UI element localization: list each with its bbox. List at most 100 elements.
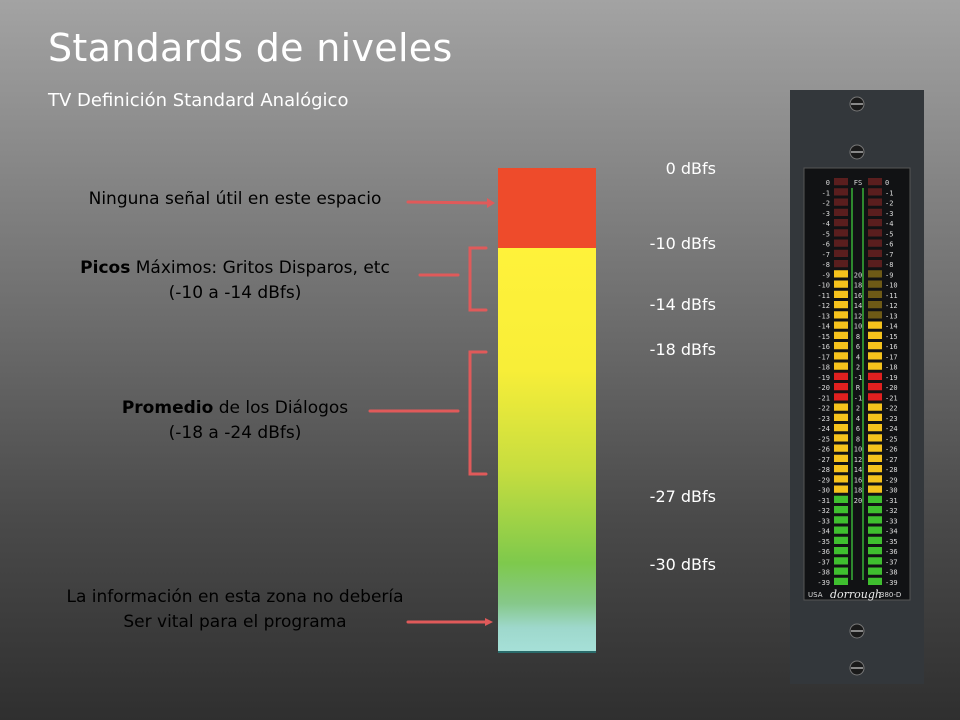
meter-left-tick: -31 xyxy=(817,497,830,505)
meter-center-tick: 12 xyxy=(854,456,862,464)
meter-left-tick: -36 xyxy=(817,548,830,556)
meter-right-segment xyxy=(868,270,882,278)
meter-center-tick: 18 xyxy=(854,487,862,495)
meter-right-tick: -31 xyxy=(885,497,898,505)
meter-left-tick: -17 xyxy=(817,353,830,361)
meter-left-tick: -15 xyxy=(817,333,830,341)
db-label-14: -14 dBfs xyxy=(649,295,716,314)
meter-right-segment xyxy=(868,331,882,339)
meter-right-tick: -24 xyxy=(885,425,898,433)
page-title: Standards de niveles xyxy=(48,26,453,70)
meter-left-tick: -2 xyxy=(822,200,830,208)
meter-left-tick: -37 xyxy=(817,558,830,566)
meter-right-tick: -26 xyxy=(885,446,898,454)
meter-scale-text: 0 0 FS -1 -1 -2 -2 -3 -3 -4 -4 -5 -5 -6 -6 -7 -7 -8 -8 -9 -9… xyxy=(817,179,897,587)
bar-baseline xyxy=(498,651,596,653)
meter-right-tick: 0 xyxy=(885,179,889,187)
meter-center-tick: 20 xyxy=(854,271,862,279)
meter-left-segment xyxy=(834,485,848,493)
meter-left-tick: -3 xyxy=(822,210,830,218)
meter-right-segment xyxy=(868,362,882,370)
meter-left-segment xyxy=(834,270,848,278)
meter-center-tick: 2 xyxy=(856,405,860,413)
meter-right-segment xyxy=(868,475,882,483)
meter-left-segment xyxy=(834,465,848,473)
meter-left-tick: -11 xyxy=(817,292,830,300)
meter-country: USA xyxy=(808,591,823,599)
screw-bottom-1 xyxy=(849,623,865,639)
meter-left-segment xyxy=(834,321,848,329)
meter-right-tick: -1 xyxy=(885,189,893,197)
meter-right-tick: -4 xyxy=(885,220,893,228)
meter-right-tick: -30 xyxy=(885,487,898,495)
meter-left-segment xyxy=(834,516,848,524)
meter-right-segment xyxy=(868,321,882,329)
meter-center-tick: -1 xyxy=(854,374,862,382)
meter-left-segment xyxy=(834,229,848,237)
meter-left-tick: -1 xyxy=(822,189,830,197)
meter-left-tick: -8 xyxy=(822,261,830,269)
meter-right-segment xyxy=(868,495,882,503)
meter-right-tick: -15 xyxy=(885,333,898,341)
annotation-info: La información en esta zona no debería S… xyxy=(20,585,450,635)
meter-left-tick: -22 xyxy=(817,405,830,413)
meter-right-segment xyxy=(868,393,882,401)
db-label-0: 0 dBfs xyxy=(665,159,716,178)
meter-left-tick: -29 xyxy=(817,476,830,484)
meter-right-segment xyxy=(868,239,882,247)
meter-right-segment xyxy=(868,219,882,227)
meter-center-tick: 4 xyxy=(856,353,860,361)
meter-left-segment xyxy=(834,249,848,257)
meter-left-tick: -9 xyxy=(822,271,830,279)
db-label-27: -27 dBfs xyxy=(649,487,716,506)
meter-left-segment xyxy=(834,434,848,442)
meter-right-tick: -18 xyxy=(885,364,898,372)
meter-left-segment xyxy=(834,331,848,339)
meter-left-tick: -32 xyxy=(817,507,830,515)
meter-face xyxy=(803,167,911,601)
meter-right-tick: -17 xyxy=(885,353,898,361)
meter-left-tick: -10 xyxy=(817,282,830,290)
peaks-line: Picos Máximos: Gritos Disparos, etc xyxy=(40,256,430,281)
meter-left-tick: -35 xyxy=(817,538,830,546)
meter-left-segment xyxy=(834,362,848,370)
meter-center-tick: 20 xyxy=(854,497,862,505)
average-rest: de los Diálogos xyxy=(213,398,349,418)
meter-left-tick: -39 xyxy=(817,579,830,587)
meter-right-tick: -35 xyxy=(885,538,898,546)
meter-right-tick: -36 xyxy=(885,548,898,556)
meter-right-tick: -25 xyxy=(885,435,898,443)
meter-right-tick: -38 xyxy=(885,569,898,577)
meter-right-segment xyxy=(868,229,882,237)
meter-left-tick: 0 xyxy=(826,179,830,187)
meter-right-tick: -7 xyxy=(885,251,893,259)
meter-left-segment xyxy=(834,188,848,196)
meter-left-tick: -34 xyxy=(817,528,830,536)
meter-left-segment xyxy=(834,424,848,432)
meter-right-tick: -22 xyxy=(885,405,898,413)
connector-no-signal xyxy=(406,200,489,205)
meter-right-tick: -39 xyxy=(885,579,898,587)
meter-left-tick: -28 xyxy=(817,466,830,474)
meter-right-tick: -12 xyxy=(885,302,898,310)
meter-right-tick: -11 xyxy=(885,292,898,300)
screw-top-2 xyxy=(849,144,865,160)
meter-center-tick: FS xyxy=(854,179,862,187)
meter-left-segment xyxy=(834,178,848,186)
annotation-average: Promedio de los Diálogos (-18 a -24 dBfs… xyxy=(60,396,410,446)
meter-right-segment xyxy=(868,178,882,186)
meter-right-tick: -14 xyxy=(885,323,898,331)
meter-right-tick: -37 xyxy=(885,558,898,566)
meter-left-tick: -19 xyxy=(817,374,830,382)
meter-right-segment xyxy=(868,301,882,309)
meter-right-segment xyxy=(868,434,882,442)
meter-right-tick: -23 xyxy=(885,415,898,423)
meter-center-tick: 6 xyxy=(856,343,860,351)
meter-left-segment xyxy=(834,208,848,216)
meter-center-tick: 10 xyxy=(854,446,862,454)
meter-right-segment xyxy=(868,198,882,206)
meter-left-segment xyxy=(834,567,848,575)
meter-left-segment xyxy=(834,260,848,268)
meter-center-tick: 4 xyxy=(856,415,860,423)
meter-center-tick: -1 xyxy=(854,394,862,402)
